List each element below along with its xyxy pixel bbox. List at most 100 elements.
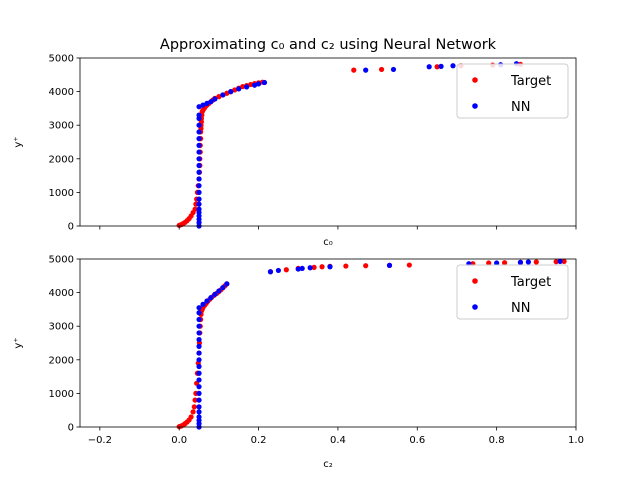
data-point-nn xyxy=(244,84,250,90)
data-point-nn xyxy=(196,323,202,329)
data-point-nn xyxy=(363,67,369,73)
data-point-nn xyxy=(196,397,202,403)
data-point-nn xyxy=(196,162,202,169)
data-point-nn xyxy=(386,262,393,268)
y-tick-label: 1000 xyxy=(49,389,74,400)
y-tick-label: 0 xyxy=(68,222,74,233)
data-point-nn xyxy=(216,288,222,294)
data-point-nn xyxy=(196,189,202,195)
data-point-nn xyxy=(196,129,202,135)
data-point-nn xyxy=(196,169,202,175)
axes-frame xyxy=(79,258,577,428)
data-point-nn xyxy=(196,404,202,410)
data-point-nn xyxy=(196,142,202,148)
y-axis-label: y⁺ xyxy=(13,136,24,147)
axes-frame xyxy=(79,57,577,227)
y-tick-label: 0 xyxy=(68,423,74,434)
data-point-target xyxy=(533,259,539,265)
data-point-nn xyxy=(196,122,202,128)
legend-label-nn: NN xyxy=(511,301,530,316)
data-point-nn xyxy=(204,100,210,106)
y-tick-label: 3000 xyxy=(49,322,74,333)
data-point-target xyxy=(363,263,369,269)
data-point-nn xyxy=(295,266,301,272)
data-point-nn xyxy=(196,377,202,383)
data-point-target xyxy=(553,259,559,265)
data-point-nn xyxy=(275,267,281,274)
data-point-nn xyxy=(517,259,524,265)
x-tick-label: 0.2 xyxy=(251,435,267,446)
data-point-target xyxy=(240,83,246,90)
y-tick-label: 2000 xyxy=(49,154,74,165)
y-tick-label: 4000 xyxy=(49,288,74,299)
data-point-nn xyxy=(494,260,500,266)
x-tick-label: −0.2 xyxy=(88,435,112,446)
data-point-nn xyxy=(196,305,202,311)
data-point-target xyxy=(311,264,317,270)
data-point-nn xyxy=(267,269,274,275)
data-point-nn xyxy=(200,301,206,307)
data-point-nn xyxy=(196,104,202,110)
data-point-nn xyxy=(196,337,202,343)
data-point-target xyxy=(190,409,196,415)
data-point-nn xyxy=(196,409,202,415)
data-point-target xyxy=(192,206,198,212)
data-point-nn xyxy=(208,295,214,301)
data-point-nn xyxy=(196,363,202,370)
data-point-nn xyxy=(196,183,202,189)
data-point-nn xyxy=(196,310,202,316)
data-point-nn xyxy=(220,284,226,291)
data-point-nn xyxy=(261,79,268,86)
legend-marker-nn xyxy=(472,103,478,109)
y-tick-label: 5000 xyxy=(49,255,74,266)
data-point-nn xyxy=(220,92,226,98)
data-point-target xyxy=(406,262,412,268)
data-point-nn xyxy=(204,298,210,304)
data-point-nn xyxy=(196,343,202,349)
data-point-nn xyxy=(196,201,202,207)
legend-box xyxy=(456,63,569,119)
chart-title: Approximating c₀ and c₂ using Neural Net… xyxy=(160,37,497,53)
panel-c0: 0 1000 2000 3000 4000 5000 c₀ y⁺ Target NN xyxy=(13,54,577,248)
data-point-nn xyxy=(224,281,230,287)
data-point-nn xyxy=(196,370,202,376)
data-point-nn xyxy=(196,357,202,363)
data-point-target xyxy=(191,404,197,410)
data-point-nn xyxy=(426,64,432,70)
data-point-nn xyxy=(390,66,397,73)
legend-label-target: Target xyxy=(510,275,551,290)
panel-c2: −0.2 0.0 0.2 0.4 0.6 0.8 1.0 0 1000 2000 3000 4000 5… xyxy=(13,255,584,471)
legend-label-target: Target xyxy=(510,74,551,89)
data-point-nn xyxy=(299,265,305,272)
data-point-target xyxy=(232,87,238,93)
x-tick-label: 0.0 xyxy=(171,435,187,446)
data-point-nn xyxy=(525,259,531,265)
data-point-target xyxy=(434,64,440,70)
x-tick-label: 0.8 xyxy=(489,435,505,446)
data-point-target xyxy=(343,263,349,269)
data-point-nn xyxy=(307,265,313,271)
x-tick-label: 0.6 xyxy=(409,435,425,446)
data-point-nn xyxy=(196,206,202,212)
data-point-nn xyxy=(212,291,218,297)
y-tick-label: 4000 xyxy=(49,87,74,98)
data-point-target xyxy=(188,414,194,420)
data-point-target xyxy=(501,260,508,266)
legend-label-nn: NN xyxy=(511,100,530,115)
data-point-nn xyxy=(228,89,234,95)
data-point-nn xyxy=(450,63,456,69)
data-point-target xyxy=(319,264,325,270)
data-point-nn xyxy=(196,112,202,118)
data-point-target xyxy=(192,397,198,403)
data-point-nn xyxy=(196,330,202,336)
data-point-target xyxy=(216,94,222,100)
data-point-nn xyxy=(196,196,202,202)
data-point-target xyxy=(283,267,289,273)
data-point-nn xyxy=(196,156,202,162)
data-point-target xyxy=(351,67,357,73)
legend: Target NN xyxy=(456,264,569,320)
x-tick-label: 1.0 xyxy=(568,435,584,446)
y-tick-label: 1000 xyxy=(49,188,74,199)
data-point-nn xyxy=(196,350,202,356)
data-point-nn xyxy=(327,264,333,270)
